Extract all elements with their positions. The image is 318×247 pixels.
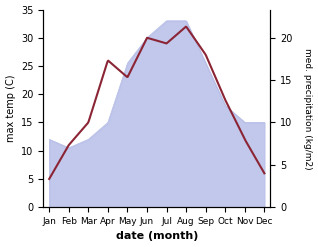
Y-axis label: max temp (C): max temp (C) <box>5 75 16 142</box>
Y-axis label: med. precipitation (kg/m2): med. precipitation (kg/m2) <box>303 48 313 169</box>
X-axis label: date (month): date (month) <box>116 231 198 242</box>
